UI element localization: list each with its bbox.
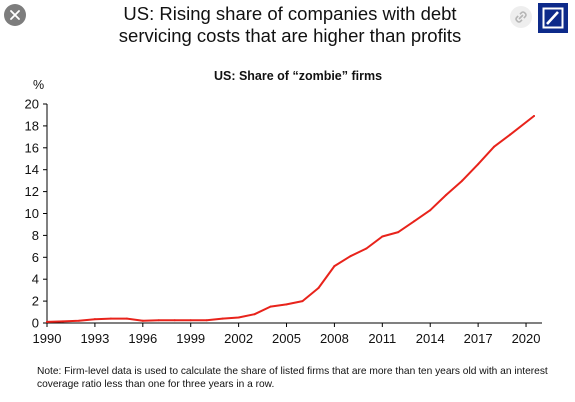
data-point xyxy=(413,220,416,223)
data-point xyxy=(429,209,432,212)
data-point xyxy=(77,319,80,322)
x-tick-label: 1996 xyxy=(128,331,157,346)
share-link-button[interactable] xyxy=(510,6,532,28)
data-point xyxy=(61,320,64,323)
y-tick-label: 16 xyxy=(25,140,39,155)
plot-area xyxy=(46,115,536,323)
close-button[interactable] xyxy=(4,4,26,26)
data-point xyxy=(317,286,320,289)
data-point xyxy=(189,319,192,322)
data-point xyxy=(333,265,336,268)
y-tick-label: 20 xyxy=(25,97,39,112)
data-point xyxy=(493,145,496,148)
data-point xyxy=(253,313,256,316)
x-tick-label: 2020 xyxy=(512,331,541,346)
data-point xyxy=(533,115,536,118)
x-tick-label: 2005 xyxy=(272,331,301,346)
data-point xyxy=(46,320,48,323)
x-tick-label: 2011 xyxy=(368,331,396,346)
x-tick-label: 2014 xyxy=(416,331,445,346)
headline-line-1: US: Rising share of companies with debt xyxy=(123,3,457,24)
data-point xyxy=(477,163,480,166)
data-point xyxy=(285,303,288,306)
x-tick-label: 1993 xyxy=(80,331,109,346)
headline-line-2: servicing costs that are higher than pro… xyxy=(118,25,462,46)
data-point xyxy=(125,317,128,320)
headline: US: Rising share of companies with debt … xyxy=(80,3,500,47)
y-tick-label: 8 xyxy=(32,228,39,243)
link-icon xyxy=(515,11,527,23)
y-tick-label: 4 xyxy=(32,272,39,287)
series-line-0 xyxy=(46,115,535,323)
data-point xyxy=(141,319,144,322)
data-point xyxy=(461,179,464,182)
data-point xyxy=(93,318,96,321)
x-tick-label: 2008 xyxy=(320,331,349,346)
deutsche-bank-logo xyxy=(538,3,568,33)
data-point xyxy=(509,133,512,136)
y-axis-label: % xyxy=(33,78,44,92)
data-point xyxy=(365,247,368,250)
data-point xyxy=(221,317,224,320)
y-tick-label: 6 xyxy=(32,250,39,265)
data-point xyxy=(109,317,112,320)
data-point xyxy=(157,319,160,322)
y-tick-label: 18 xyxy=(25,118,39,133)
x-tick-label: 2017 xyxy=(464,331,493,346)
data-point xyxy=(173,319,176,322)
y-tick-label: 2 xyxy=(32,294,39,309)
data-point xyxy=(381,235,384,238)
y-tick-label: 0 xyxy=(32,316,39,331)
x-tick-label: 1999 xyxy=(176,331,205,346)
y-tick-label: 12 xyxy=(25,184,39,199)
data-point xyxy=(445,193,448,196)
data-point xyxy=(301,300,304,303)
y-tick-label: 14 xyxy=(25,162,39,177)
x-tick-label: 1990 xyxy=(33,331,62,346)
data-point xyxy=(205,319,208,322)
data-point xyxy=(397,231,400,234)
chart-title: US: Share of “zombie” firms xyxy=(214,69,382,83)
data-point xyxy=(269,305,272,308)
y-tick-label: 10 xyxy=(25,206,39,221)
x-tick-label: 2002 xyxy=(224,331,253,346)
data-point xyxy=(349,255,352,258)
footnote: Note: Firm-level data is used to calcula… xyxy=(37,366,548,390)
close-icon xyxy=(10,10,20,20)
axes: 0 2 4 6 8 10 12 14 16 18 20 1990 1993 1996 1999 2002 200… xyxy=(25,97,542,346)
data-point xyxy=(237,316,240,319)
